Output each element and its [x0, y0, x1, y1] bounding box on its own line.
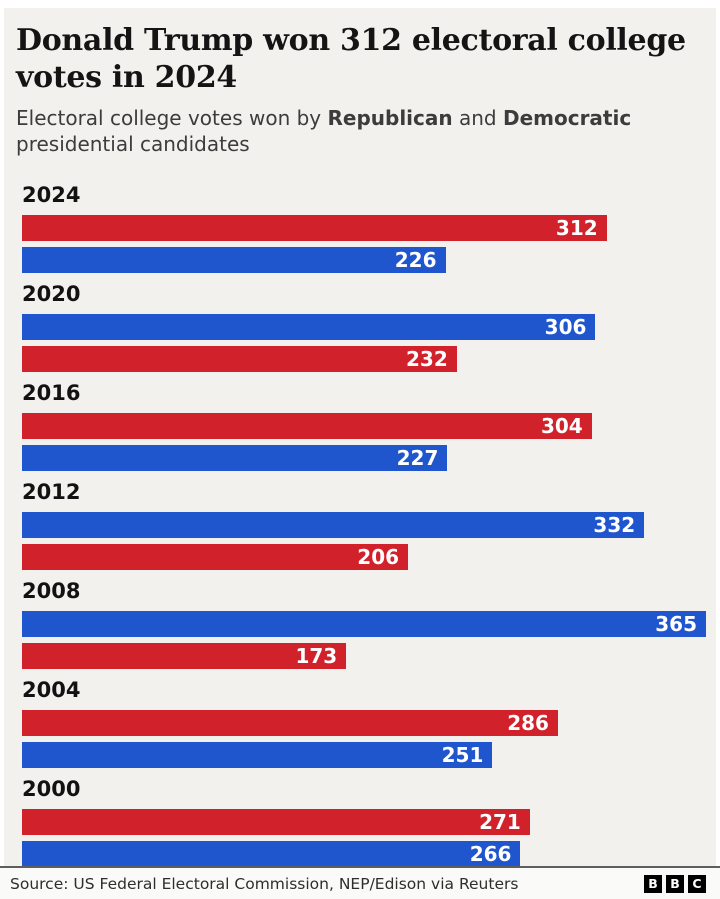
chart-subtitle: Electoral college votes won by Republica… — [16, 105, 696, 157]
republican-bar: 304 — [22, 413, 592, 439]
bar-value-label: 304 — [540, 414, 583, 438]
subtitle-suffix: presidential candidates — [16, 132, 250, 156]
year-label: 2024 — [22, 183, 81, 207]
democratic-bar: 306 — [22, 314, 596, 340]
republican-bar: 173 — [22, 643, 347, 669]
year-label: 2012 — [22, 480, 81, 504]
bar-value-label: 306 — [544, 315, 587, 339]
democratic-bar: 251 — [22, 742, 493, 768]
bar-value-label: 365 — [655, 612, 697, 636]
democratic-bar: 266 — [22, 841, 521, 867]
republican-bar-row: 271 — [22, 809, 706, 835]
republican-bar-row: 173 — [22, 643, 706, 669]
republican-bar-row: 304 — [22, 413, 706, 439]
subtitle-prefix: Electoral college votes won by — [16, 106, 328, 130]
republican-bar-row: 312 — [22, 215, 706, 241]
year-group-2004: 2004 286 251 — [22, 678, 702, 768]
democratic-bar-row: 251 — [22, 742, 706, 768]
subtitle-and: and — [452, 106, 503, 130]
year-group-2024: 2024 312 226 — [22, 183, 702, 273]
bar-value-label: 227 — [396, 446, 439, 470]
year-group-2016: 2016 304 227 — [22, 381, 702, 471]
democratic-bar: 332 — [22, 512, 645, 538]
democratic-bar-row: 365 — [22, 611, 706, 637]
bar-value-label: 266 — [469, 842, 512, 866]
democratic-bar: 365 — [22, 611, 706, 637]
bbc-logo-block: B — [644, 874, 662, 893]
democratic-bar-row: 306 — [22, 314, 706, 340]
year-group-2020: 2020 306 232 — [22, 282, 702, 372]
source-text: Source: US Federal Electoral Commission,… — [10, 874, 519, 893]
bbc-logo-block: B — [666, 874, 684, 893]
year-group-2000: 2000 271 266 — [22, 777, 702, 867]
republican-bar: 206 — [22, 544, 409, 570]
year-group-2008: 2008 365 173 — [22, 579, 706, 669]
bar-chart: 2024 312 226 2020 306 232 2016 304 227 2012 332 206… — [16, 183, 706, 867]
bar-value-label: 206 — [357, 545, 400, 569]
bar-value-label: 286 — [507, 711, 549, 735]
bar-value-label: 251 — [441, 743, 484, 767]
year-label: 2008 — [22, 579, 81, 603]
republican-bar: 271 — [22, 809, 530, 835]
republican-bar: 312 — [22, 215, 607, 241]
democratic-bar-row: 266 — [22, 841, 706, 867]
republican-bar-row: 232 — [22, 346, 706, 372]
democratic-bar-row: 227 — [22, 445, 706, 471]
chart-card: Donald Trump won 312 electoral college v… — [4, 8, 716, 867]
democratic-bar: 227 — [22, 445, 448, 471]
republican-bar: 232 — [22, 346, 457, 372]
year-label: 2004 — [22, 678, 81, 702]
republican-bar-row: 206 — [22, 544, 706, 570]
year-label: 2016 — [22, 381, 81, 405]
democratic-bar-row: 332 — [22, 512, 706, 538]
year-group-2012: 2012 332 206 — [22, 480, 702, 570]
chart-title: Donald Trump won 312 electoral college v… — [16, 23, 686, 95]
bar-value-label: 312 — [555, 216, 598, 240]
democratic-bar: 226 — [22, 247, 446, 273]
bar-value-label: 332 — [593, 513, 636, 537]
year-label: 2000 — [22, 777, 81, 801]
subtitle-democratic-label: Democratic — [502, 106, 632, 130]
subtitle-republican-label: Republican — [327, 106, 453, 130]
bar-value-label: 271 — [479, 810, 521, 834]
bbc-logo-block: C — [688, 874, 706, 893]
year-label: 2020 — [22, 282, 81, 306]
footer-bar: Source: US Federal Electoral Commission,… — [0, 866, 720, 899]
bar-value-label: 173 — [295, 644, 338, 668]
republican-bar-row: 286 — [22, 710, 706, 736]
bar-value-label: 226 — [394, 248, 437, 272]
democratic-bar-row: 226 — [22, 247, 706, 273]
bar-value-label: 232 — [406, 347, 448, 371]
republican-bar: 286 — [22, 710, 558, 736]
